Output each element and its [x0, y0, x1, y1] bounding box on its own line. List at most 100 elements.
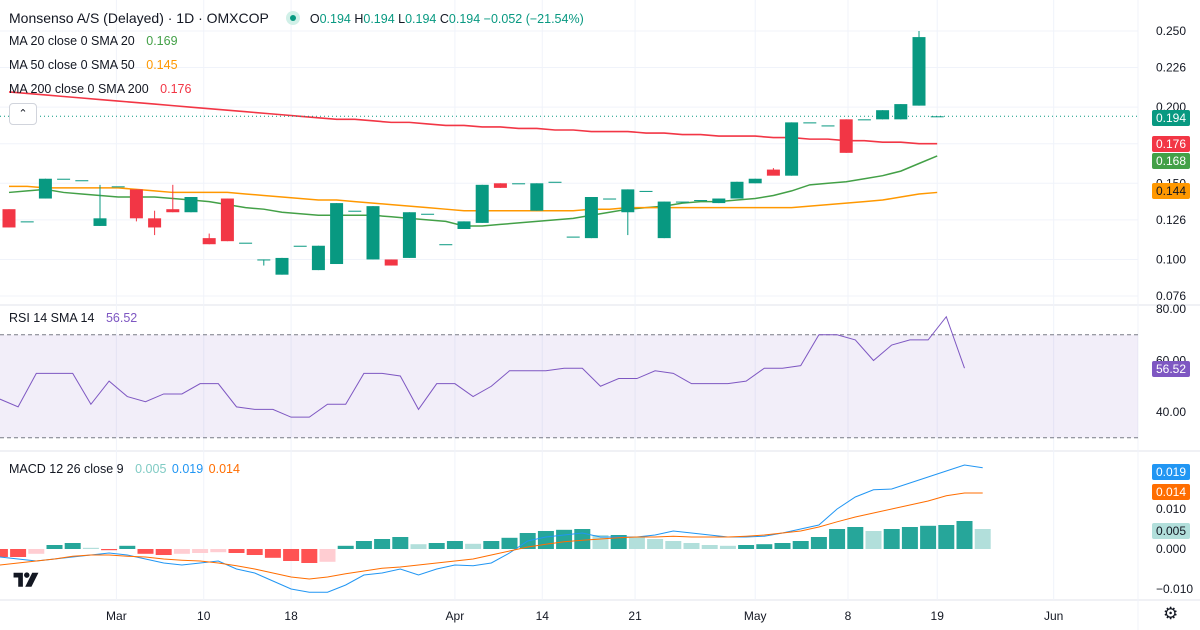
candle-body	[621, 189, 635, 213]
macd-histogram-bar	[10, 549, 27, 557]
candle-body	[184, 197, 198, 213]
ohlc-change: −0.052 (−21.54%)	[483, 12, 584, 26]
rsi-tick-label: 40.00	[1156, 405, 1186, 419]
price-tick-label: 0.226	[1156, 61, 1186, 75]
ohlc-high: 0.194	[363, 12, 395, 26]
macd-tick-label: 0.000	[1156, 542, 1186, 556]
macd-histogram-bar	[337, 545, 354, 549]
candle-body	[639, 190, 653, 192]
candle-body	[293, 245, 307, 247]
macd-histogram-bar	[155, 549, 172, 555]
macd-histogram-bar	[46, 545, 63, 549]
candle-body	[75, 180, 89, 182]
macd-tick-label: 0.010	[1156, 502, 1186, 516]
macd-histogram-bar	[901, 527, 918, 549]
macd-histogram-bar	[956, 521, 973, 549]
rsi-tick-label: 80.00	[1156, 302, 1186, 316]
candle-body	[930, 116, 944, 118]
rsi-tag: 56.52	[1151, 361, 1190, 377]
ohlc-o-label: O	[309, 12, 320, 26]
ohlc-close: 0.194	[448, 12, 481, 26]
macd-legend[interactable]: MACD 12 26 close 9 0.005 0.019 0.014	[9, 461, 240, 477]
macd-histogram-bar	[465, 543, 482, 549]
candle-body	[493, 183, 507, 188]
candle-body	[821, 125, 835, 127]
candle-body	[785, 122, 799, 176]
time-tick-label: May	[744, 609, 767, 623]
symbol-title[interactable]: Monsenso A/S (Delayed) · 1D · OMXCOP	[9, 10, 269, 26]
macd-histogram-bar	[428, 543, 445, 549]
candle-body	[239, 242, 253, 244]
candle-body	[584, 197, 598, 239]
macd-histogram-bar	[501, 537, 518, 549]
candle-body	[857, 119, 871, 121]
macd-histogram-bar	[101, 549, 118, 551]
rsi-legend[interactable]: RSI 14 SMA 14 56.52	[9, 310, 137, 326]
macd-signal-value: 0.014	[208, 462, 240, 476]
candle-body	[675, 201, 689, 203]
time-tick-label: 8	[845, 609, 852, 623]
time-tick-label: 18	[284, 609, 298, 623]
ma50-legend[interactable]: MA 50 close 0 SMA 50 0.145	[9, 57, 178, 73]
macd-histogram-bar	[210, 549, 227, 553]
macd-histogram-bar	[792, 541, 809, 549]
macd-histogram-bar	[82, 547, 99, 549]
ma50-label: MA 50 close 0 SMA 50	[9, 58, 135, 72]
price-tick-label: 0.250	[1156, 24, 1186, 38]
candle-body	[111, 186, 125, 188]
macd-histogram-bar	[665, 541, 682, 549]
ma200-value: 0.176	[160, 82, 192, 96]
time-tick-label: Apr	[446, 609, 465, 623]
macd-histogram-bar	[192, 549, 209, 553]
macd-histogram-bar	[119, 545, 136, 549]
macd-histogram-bar	[264, 549, 281, 558]
ma200-legend[interactable]: MA 200 close 0 SMA 200 0.176	[9, 81, 191, 97]
ohlc-l-label: L	[398, 12, 406, 26]
ma20-label: MA 20 close 0 SMA 20	[9, 34, 135, 48]
candle-body	[512, 183, 526, 185]
macd-line	[0, 464, 983, 593]
settings-gear-icon[interactable]: ⚙	[1163, 604, 1179, 623]
candle-body	[475, 184, 489, 223]
time-tick-label: 21	[628, 609, 642, 623]
macd-histogram-bar	[938, 525, 955, 549]
price-tick-label: 0.100	[1156, 252, 1186, 266]
candle-body	[38, 178, 52, 199]
ma20-tag: 0.168	[1151, 153, 1190, 169]
candle-body	[148, 218, 162, 228]
macd-histogram-bar	[137, 549, 154, 554]
collapse-legend-button[interactable]: ⌃	[9, 103, 37, 125]
candle-body	[129, 189, 143, 219]
candle-body	[912, 37, 926, 106]
price-last-tag: 0.194	[1151, 110, 1190, 126]
candle-body	[402, 212, 416, 258]
macd-histogram-bar	[920, 525, 937, 549]
macd-histogram-bar	[628, 537, 645, 549]
ma-line-1	[9, 185, 938, 212]
ohlc-open: 0.194	[319, 12, 351, 26]
candle-body	[311, 245, 325, 271]
candle-body	[839, 119, 853, 153]
ma-line-2	[8, 91, 938, 145]
tradingview-logo-icon	[13, 572, 39, 587]
macd-hist-value: 0.005	[135, 462, 167, 476]
candle-body	[275, 257, 289, 275]
candle-body	[657, 201, 671, 239]
ma20-legend[interactable]: MA 20 close 0 SMA 20 0.169	[9, 33, 178, 49]
candle-body	[384, 259, 398, 266]
price-tick-label: 0.076	[1156, 289, 1186, 303]
macd-histogram-bar	[865, 531, 882, 549]
price-tick-label: 0.126	[1156, 213, 1186, 227]
chevron-up-icon: ⌃	[18, 108, 28, 120]
macd-histogram-bar	[28, 549, 45, 554]
rsi-label: RSI 14 SMA 14	[9, 311, 95, 325]
macd-histogram-bar	[683, 543, 700, 549]
macd-histogram-bar	[64, 543, 81, 549]
candle-body	[2, 209, 16, 228]
macd-histogram-bar	[719, 545, 736, 549]
candle-body	[894, 104, 908, 120]
ma20-value: 0.169	[146, 34, 178, 48]
signal-line	[0, 492, 983, 580]
macd-histogram-bar	[974, 529, 991, 549]
